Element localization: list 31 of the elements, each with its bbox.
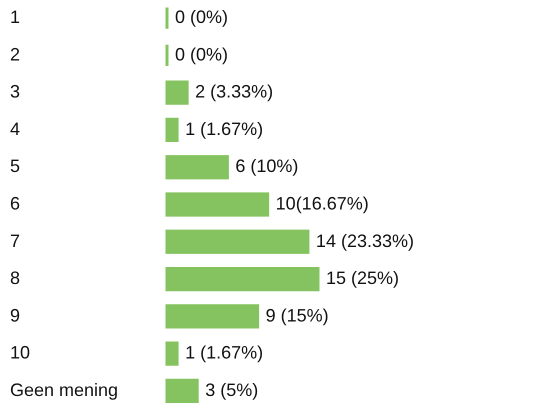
data-label: 10(16.67%) [276, 194, 369, 214]
data-label: 2 (3.33%) [195, 82, 274, 102]
bar [166, 80, 189, 105]
y-tick-label: 2 [10, 44, 20, 64]
y-tick-label: 4 [10, 118, 20, 139]
data-label: 0 (0%) [175, 7, 228, 28]
bar [166, 304, 260, 328]
bar [166, 342, 179, 366]
y-tick-label: 5 [10, 156, 20, 176]
data-label: 9 (15%) [266, 305, 329, 326]
y-tick-label: 6 [10, 194, 20, 214]
data-label: 1 (1.67%) [185, 342, 264, 363]
bar [166, 378, 199, 404]
y-tick-label: 8 [10, 268, 20, 288]
data-label: 0 (0%) [175, 44, 228, 64]
data-label: 6 (10%) [235, 156, 298, 176]
y-tick-label: Geen mening [10, 380, 118, 400]
bar [166, 155, 229, 180]
bar [166, 118, 179, 142]
y-tick-label: 1 [10, 7, 20, 28]
bar [166, 230, 310, 254]
bar [166, 266, 320, 292]
y-tick-label: 9 [10, 305, 20, 326]
y-tick-label: 10 [10, 342, 30, 363]
y-tick-label: 7 [10, 230, 20, 251]
bar [166, 192, 270, 217]
data-label: 1 (1.67%) [185, 118, 264, 139]
data-label: 3 (5%) [205, 380, 258, 400]
data-label: 14 (23.33%) [316, 230, 414, 251]
y-tick-label: 3 [10, 82, 20, 102]
data-label: 15 (25%) [326, 268, 400, 288]
